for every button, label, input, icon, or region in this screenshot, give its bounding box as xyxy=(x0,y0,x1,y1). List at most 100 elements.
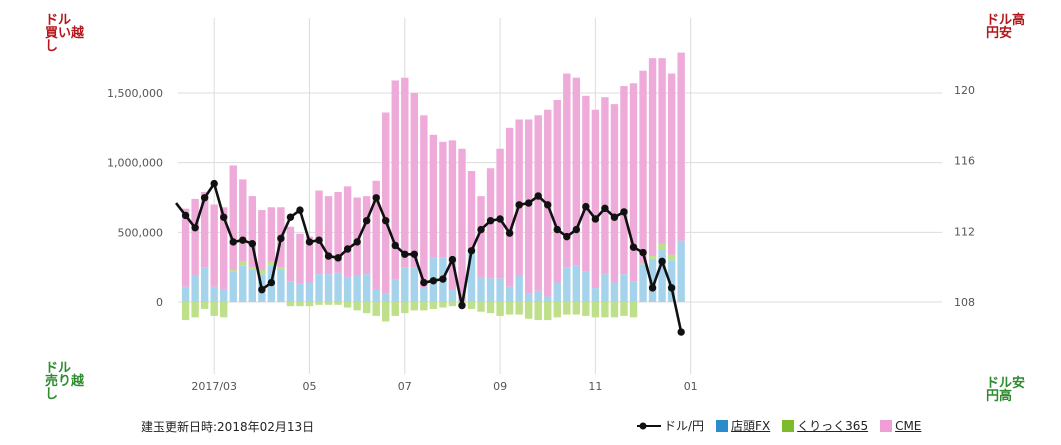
bar-cme xyxy=(362,196,371,275)
bar-cme xyxy=(677,52,685,241)
bar-shop-fx xyxy=(515,275,523,302)
label-line: し xyxy=(45,387,59,402)
usdjpy-point xyxy=(505,229,514,237)
bar-cme xyxy=(429,134,438,258)
swatch-icon xyxy=(880,419,893,432)
bar-cme xyxy=(553,99,561,283)
bar-shop-fx xyxy=(410,267,419,302)
bar-cme xyxy=(410,93,419,268)
bar-click365 xyxy=(496,302,504,316)
bar-shop-fx xyxy=(667,260,676,302)
label-line: 売り越 xyxy=(45,374,85,389)
left-axis-tick-label: 1,500,000 xyxy=(107,87,163,100)
bar-click365 xyxy=(477,302,485,312)
bar-cme xyxy=(296,233,304,284)
label-usd-strong: ドル高 円安 xyxy=(986,14,1025,40)
label-line: し xyxy=(45,39,59,54)
usdjpy-point xyxy=(210,179,218,188)
right-axis-tick-label: 116 xyxy=(954,155,975,168)
bar-click365 xyxy=(486,302,495,314)
bar-click365 xyxy=(258,269,266,275)
x-axis-tick-label: 05 xyxy=(302,380,316,393)
bar-shop-fx xyxy=(296,283,304,302)
bar-shop-fx xyxy=(467,249,476,302)
bar-click365 xyxy=(572,302,581,315)
bar-shop-fx xyxy=(486,278,495,302)
bar-click365 xyxy=(382,302,390,322)
usdjpy-point xyxy=(467,247,476,255)
legend-item-shop-fx[interactable]: 店頭FX xyxy=(716,417,770,434)
bar-click365 xyxy=(601,302,609,318)
bar-cme xyxy=(563,73,571,268)
legend-item-cme[interactable]: CME xyxy=(880,419,921,433)
usdjpy-point xyxy=(181,211,190,220)
bar-click365 xyxy=(334,302,342,305)
usdjpy-point xyxy=(477,225,485,234)
bar-cme xyxy=(258,210,266,270)
legend-item-click365[interactable]: くりっく365 xyxy=(782,417,868,434)
legend-link-click365[interactable]: くりっく365 xyxy=(797,419,869,433)
usdjpy-point xyxy=(362,217,371,225)
bar-click365 xyxy=(563,302,571,315)
usdjpy-point xyxy=(677,328,685,336)
usdjpy-point xyxy=(629,243,638,251)
x-axis-tick-label: 07 xyxy=(398,380,412,393)
legend-link-cme[interactable]: CME xyxy=(895,418,922,433)
bar-click365 xyxy=(372,302,380,316)
usdjpy-point xyxy=(239,236,247,244)
usdjpy-point xyxy=(258,285,266,294)
bar-shop-fx xyxy=(496,278,504,302)
bar-cme xyxy=(620,86,628,275)
bar-cme xyxy=(629,83,638,282)
bar-shop-fx xyxy=(677,240,685,302)
bar-cme xyxy=(515,119,523,276)
bar-shop-fx xyxy=(505,286,514,302)
usdjpy-point xyxy=(648,284,657,292)
bar-cme xyxy=(191,198,199,276)
bar-cme xyxy=(601,97,609,275)
bar-shop-fx xyxy=(610,282,619,302)
usdjpy-point xyxy=(458,301,466,310)
bar-cme xyxy=(420,115,428,289)
bar-shop-fx xyxy=(391,279,399,302)
usdjpy-point xyxy=(639,248,647,257)
bar-click365 xyxy=(401,302,409,314)
label-line: ドル xyxy=(45,361,72,376)
usdjpy-point xyxy=(658,257,666,266)
legend-link-shop-fx[interactable]: 店頭FX xyxy=(731,419,771,433)
usdjpy-point xyxy=(544,201,552,209)
bar-cme xyxy=(210,204,218,287)
legend-item-usdjpy[interactable]: ドル/円 xyxy=(636,417,704,434)
bar-shop-fx xyxy=(220,289,228,302)
bar-shop-fx xyxy=(401,267,409,302)
bar-cme xyxy=(458,148,466,301)
bar-click365 xyxy=(181,302,190,321)
usdjpy-point xyxy=(343,245,352,253)
bar-shop-fx xyxy=(534,290,542,302)
bar-shop-fx xyxy=(210,286,218,302)
bar-click365 xyxy=(220,302,228,318)
bar-cme xyxy=(220,207,228,290)
bar-shop-fx xyxy=(324,274,333,302)
usdjpy-point xyxy=(515,201,523,209)
usdjpy-point xyxy=(305,238,314,246)
label-line: ドル xyxy=(45,13,72,28)
usdjpy-point xyxy=(267,278,276,287)
bar-cme xyxy=(229,165,237,270)
bar-click365 xyxy=(410,302,419,311)
bar-shop-fx xyxy=(620,274,628,302)
usdjpy-point xyxy=(220,213,228,221)
bar-shop-fx xyxy=(305,282,314,302)
bar-shop-fx xyxy=(591,288,600,302)
left-axis-tick-label: 0 xyxy=(156,296,163,309)
bar-click365 xyxy=(639,262,647,265)
bar-cme xyxy=(343,186,352,277)
updated-date-text: 建玉更新日時:2018年02月13日 xyxy=(141,420,315,434)
usdjpy-point xyxy=(496,215,504,223)
bar-shop-fx xyxy=(362,274,371,302)
usdjpy-line-series xyxy=(175,179,685,336)
line-marker-icon xyxy=(637,422,661,429)
bar-shop-fx xyxy=(420,288,428,302)
bar-click365 xyxy=(629,302,638,318)
usdjpy-point xyxy=(524,199,533,207)
